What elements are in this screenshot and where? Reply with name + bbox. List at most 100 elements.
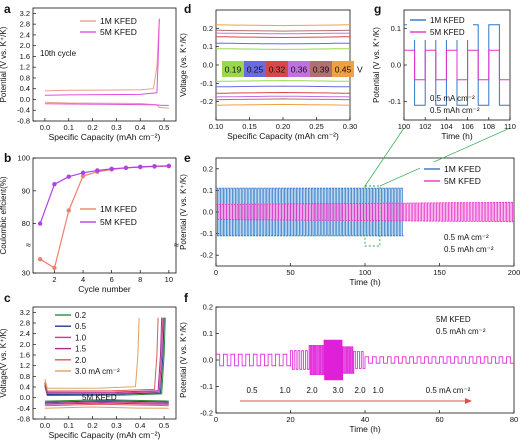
x-tick-label: 10 bbox=[165, 275, 173, 284]
x-tick-label: 6 bbox=[110, 275, 114, 284]
legend-label: 1M KFED bbox=[444, 164, 481, 174]
panel-letter-e: e bbox=[184, 151, 191, 165]
rate-label: 0.5 mA cm⁻² bbox=[426, 386, 471, 395]
x-tick-label: 100 bbox=[398, 122, 411, 131]
data-point bbox=[37, 221, 43, 226]
y-tick-label: 0.0 bbox=[20, 95, 30, 104]
data-point bbox=[66, 174, 71, 179]
y-axis-label: Potential (V vs. K⁺/K) bbox=[372, 27, 381, 103]
series-line bbox=[39, 165, 169, 224]
y-tick-label: 3.2 bbox=[20, 9, 30, 18]
zoom-window-box bbox=[364, 185, 381, 247]
rate-label: 0.5 bbox=[246, 386, 258, 395]
y-tick-label: -0.4 bbox=[17, 106, 30, 115]
y-tick-label: 2.0 bbox=[20, 41, 30, 50]
series-5m-kfed bbox=[216, 201, 514, 223]
x-tick-label: 0.4 bbox=[135, 421, 145, 430]
legend-background bbox=[407, 14, 473, 40]
y-tick-label: 0.1 bbox=[391, 24, 401, 33]
overpotential-value: 0.39 bbox=[313, 65, 330, 75]
y-axis-label: Potential (V vs. K⁺/K) bbox=[179, 322, 188, 398]
zoom-connector bbox=[364, 127, 405, 187]
y-tick-label: 1.6 bbox=[20, 52, 30, 61]
y-tick-label: 0.1 bbox=[203, 186, 213, 195]
y-tick-label: 0.0 bbox=[20, 393, 30, 402]
x-tick-label: 0 bbox=[214, 415, 218, 424]
zoom-connector bbox=[379, 127, 511, 187]
discharge-curve bbox=[44, 101, 169, 109]
x-tick-label: 2 bbox=[52, 275, 56, 284]
data-point bbox=[138, 164, 143, 170]
data-point bbox=[37, 257, 43, 262]
data-point bbox=[152, 164, 157, 169]
data-point bbox=[109, 166, 114, 172]
panel-letter-d: d bbox=[184, 2, 191, 16]
x-tick-label: 0.10 bbox=[209, 122, 224, 131]
y-tick-label: 0.0 bbox=[203, 61, 213, 70]
rate-series-5m-kfed bbox=[216, 339, 514, 381]
x-axis-label: Cycle number bbox=[78, 284, 131, 294]
rate-label: 1.0 bbox=[372, 386, 384, 395]
axis-break-mark: ≈ bbox=[26, 240, 31, 250]
legend-label: 1.5 bbox=[75, 345, 87, 354]
y-tick-label: -0.2 bbox=[200, 409, 213, 418]
discharge-curve bbox=[44, 103, 169, 106]
legend-label: 5M KFED bbox=[430, 28, 465, 37]
x-tick-label: 0.3 bbox=[111, 421, 121, 430]
data-point bbox=[52, 265, 57, 271]
overpotential-box bbox=[266, 61, 288, 77]
charge-curve bbox=[216, 36, 350, 39]
rate-label: 3.0 bbox=[332, 386, 344, 395]
y-tick-label: 2.8 bbox=[20, 319, 30, 328]
electrolyte-annotation: 5M KFED bbox=[436, 315, 471, 324]
panel-g: g 100 102 104 106 108 110 -0.1 0.0 0.1 Time (h) Po… bbox=[372, 2, 516, 141]
x-tick-label: 0.4 bbox=[135, 123, 145, 132]
overpotential-value: 0.36 bbox=[291, 65, 308, 75]
y-tick-label: 100 bbox=[17, 154, 30, 163]
x-axis-label: Time (h) bbox=[349, 424, 380, 434]
x-tick-label: 200 bbox=[508, 268, 521, 277]
x-tick-label: 0.2 bbox=[87, 123, 97, 132]
x-tick-label: 100 bbox=[359, 268, 372, 277]
discharge-curve bbox=[44, 402, 169, 405]
y-tick-label: 0.0 bbox=[391, 61, 401, 70]
y-tick-label: -0.1 bbox=[200, 382, 213, 391]
charge-curve bbox=[215, 24, 351, 27]
charge-curve bbox=[44, 317, 165, 396]
electrolyte-annotation: 5M KFED bbox=[82, 393, 117, 402]
panel-d: d 0.10 0.15 0.20 0.25 0.30 -0.2 -0.1 0.0 0.1 0.2 S… bbox=[179, 2, 363, 141]
rate-arrow-head bbox=[465, 398, 472, 404]
panel-letter-b: b bbox=[4, 151, 11, 165]
discharge-curve bbox=[215, 95, 351, 98]
axis-break-mark: ≈ bbox=[174, 240, 179, 250]
x-tick-label: 0.2 bbox=[87, 421, 97, 430]
x-tick-label: 0.5 bbox=[159, 421, 169, 430]
charge-curve bbox=[44, 18, 160, 92]
charge-curve bbox=[44, 317, 140, 389]
x-tick-label: 104 bbox=[440, 122, 453, 131]
y-tick-label: 30 bbox=[22, 269, 30, 278]
x-tick-label: 0.20 bbox=[276, 122, 291, 131]
x-axis-label: Specific Capacity (mAh cm⁻²) bbox=[49, 430, 161, 440]
x-tick-label: 0.25 bbox=[309, 122, 324, 131]
panel-c: c 0.0 0.1 0.2 0.3 0.4 0.5-0.8-0.40.00.40.81.2… bbox=[0, 291, 177, 440]
y-tick-label: 0.0 bbox=[203, 208, 213, 217]
overpotential-value: 0.19 bbox=[225, 65, 242, 75]
y-tick-label: 2.8 bbox=[20, 20, 30, 29]
x-tick-label: 150 bbox=[433, 268, 446, 277]
y-tick-label: 2.4 bbox=[20, 30, 30, 39]
x-tick-label: 108 bbox=[483, 122, 496, 131]
capacity-annotation: 0.5 mAh cm⁻² bbox=[436, 327, 486, 336]
y-axis-label: Voltage(V vs. K⁺/K) bbox=[0, 328, 8, 397]
y-tick-label: 0.1 bbox=[203, 329, 213, 338]
overpotential-value: 0.25 bbox=[247, 65, 264, 75]
x-axis-label: Specific Capacity (mAh cm⁻²) bbox=[227, 131, 339, 141]
charge-curve bbox=[215, 42, 351, 45]
charge-curve bbox=[215, 48, 351, 50]
rate-label: 2.0 bbox=[354, 386, 366, 395]
overpotential-box bbox=[244, 61, 266, 77]
y-tick-label: -0.4 bbox=[17, 404, 30, 413]
y-axis-label: Coulombic effcient(%) bbox=[0, 176, 8, 254]
y-tick-label: 0.4 bbox=[20, 383, 30, 392]
